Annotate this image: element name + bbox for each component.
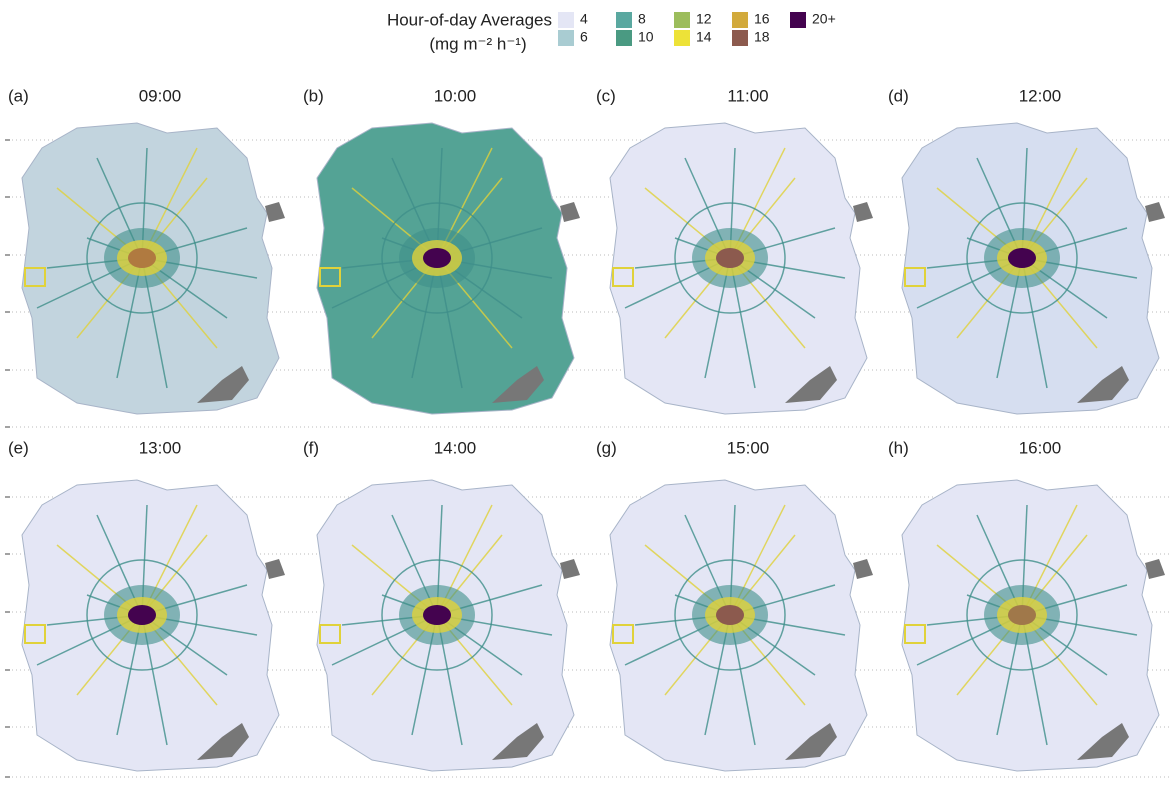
ring-road [86,559,198,671]
masked-area [197,723,249,760]
panel-time: 12:00 [1019,86,1062,105]
panel-time: 16:00 [1019,438,1062,457]
masked-area [197,366,249,403]
masked-area [853,559,873,579]
legend-label: 18 [754,29,770,45]
panel-label: (d) [888,86,909,105]
core [423,605,451,625]
core [128,605,156,625]
map [316,479,580,772]
airport [904,624,926,644]
legend-swatch [616,12,632,28]
legend: 4 6 8 10 12 14 16 18 20+ [558,11,836,46]
panel-label: (b) [303,86,324,105]
panel-label: (a) [8,86,29,105]
legend-label: 10 [638,29,654,45]
panel-time: 09:00 [139,86,182,105]
panel-label: (e) [8,438,29,457]
legend-swatch [732,12,748,28]
legend-label: 20+ [812,11,836,27]
ring-road [966,559,1078,671]
ring-road [674,202,786,314]
panel-time: 10:00 [434,86,477,105]
masked-area [1077,723,1129,760]
legend-label: 8 [638,11,646,27]
masked-area [492,366,544,403]
masked-area [560,202,580,222]
airport [612,267,634,287]
legend-swatch [790,12,806,28]
ring-road [674,559,786,671]
core [423,248,451,268]
panel-label: (c) [596,86,616,105]
panel-time: 15:00 [727,438,770,457]
ring-road [381,202,493,314]
map [609,122,873,415]
core [1008,605,1036,625]
panel-label: (g) [596,438,617,457]
ring-road [86,202,198,314]
panel-label: (f) [303,438,319,457]
core [716,605,744,625]
masked-area [1145,202,1165,222]
panel-time: 14:00 [434,438,477,457]
legend-label: 6 [580,29,588,45]
legend-swatch [558,30,574,46]
legend-label: 12 [696,11,712,27]
legend-units: (mg m⁻² h⁻¹) [429,34,526,53]
core [1008,248,1036,268]
legend-label: 4 [580,11,588,27]
ring-road [966,202,1078,314]
airport [24,267,46,287]
legend-swatch [674,30,690,46]
map [21,479,285,772]
airport [904,267,926,287]
core [128,248,156,268]
masked-area [492,723,544,760]
masked-area [265,559,285,579]
map [609,479,873,772]
ring-road [381,559,493,671]
legend-label: 14 [696,29,712,45]
legend-label: 16 [754,11,770,27]
masked-area [1077,366,1129,403]
map [901,479,1165,772]
masked-area [785,723,837,760]
legend-swatch [558,12,574,28]
panel-time: 11:00 [727,86,768,105]
masked-area [785,366,837,403]
core [716,248,744,268]
map [21,122,285,415]
airport [319,624,341,644]
legend-title: Hour-of-day Averages [387,10,552,29]
panel-label: (h) [888,438,909,457]
legend-swatch [616,30,632,46]
masked-area [560,559,580,579]
map [901,122,1165,415]
panel-time: 13:00 [139,438,182,457]
legend-swatch [674,12,690,28]
masked-area [265,202,285,222]
airport [319,267,341,287]
airport [612,624,634,644]
masked-area [1145,559,1165,579]
airport [24,624,46,644]
legend-swatch [732,30,748,46]
masked-area [853,202,873,222]
map [316,122,580,415]
